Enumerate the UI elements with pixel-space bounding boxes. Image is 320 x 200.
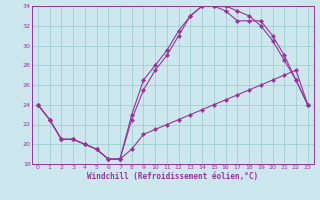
X-axis label: Windchill (Refroidissement éolien,°C): Windchill (Refroidissement éolien,°C) bbox=[87, 172, 258, 181]
